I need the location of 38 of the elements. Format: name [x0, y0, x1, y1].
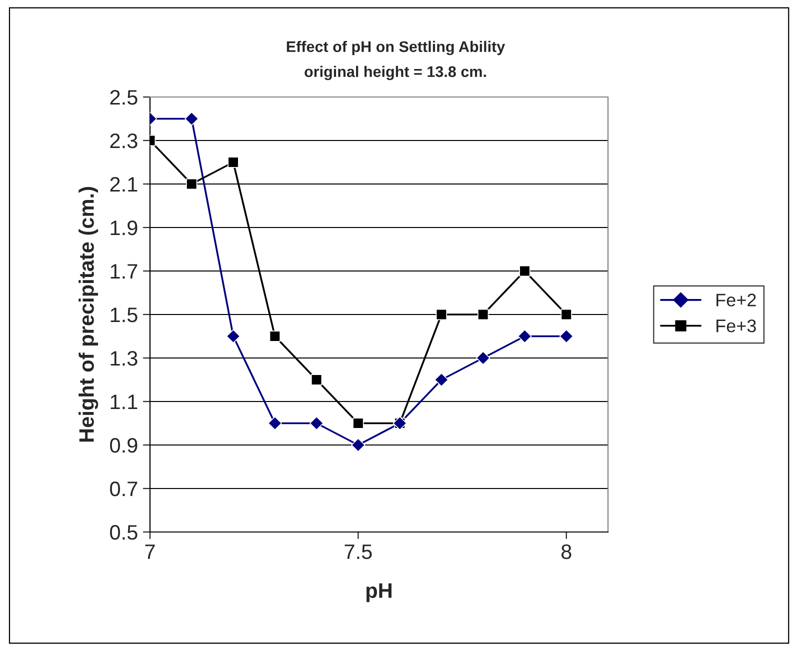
point — [268, 416, 282, 430]
point — [519, 265, 530, 277]
y-tick-label: 1.3 — [110, 351, 138, 366]
y-tick-label: 1.1 — [110, 394, 138, 410]
y-axis-title: Height of precipitate (cm.) — [78, 187, 98, 442]
x-tick-label: 7 — [145, 544, 155, 559]
point — [436, 308, 448, 320]
y-tick-label: 0.5 — [110, 525, 138, 540]
y-tick-label: 1.9 — [110, 220, 138, 236]
point — [310, 416, 324, 430]
y-tick-label: 1.7 — [110, 264, 138, 279]
x-axis-title: pH — [366, 583, 392, 602]
point — [351, 438, 366, 452]
point — [310, 374, 322, 386]
point — [184, 112, 199, 126]
point — [186, 178, 198, 190]
point — [559, 329, 574, 344]
point — [226, 329, 240, 344]
chart-title: Effect of pH on Settling Ability — [286, 40, 506, 56]
legend-label: Fe+2 — [716, 294, 756, 306]
y-tick-label: 1.5 — [110, 308, 138, 322]
point — [269, 330, 280, 342]
point — [518, 329, 532, 344]
x-tick-label: 8 — [561, 544, 572, 560]
point — [560, 308, 572, 320]
y-tick-label: 2.1 — [110, 177, 138, 192]
x-tick-label: 7.5 — [344, 544, 372, 560]
point — [352, 418, 364, 429]
chart-subtitle: original height = 13.8 cm. — [304, 66, 486, 80]
y-tick-label: 0.7 — [110, 482, 138, 496]
point — [228, 156, 239, 168]
point — [434, 372, 448, 387]
y-tick-label: 2.5 — [110, 90, 138, 105]
point — [478, 308, 489, 320]
y-tick-label: 0.9 — [110, 438, 138, 453]
legend-label: Fe+3 — [716, 319, 756, 332]
y-tick-label: 2.3 — [110, 134, 138, 148]
point — [476, 350, 490, 366]
